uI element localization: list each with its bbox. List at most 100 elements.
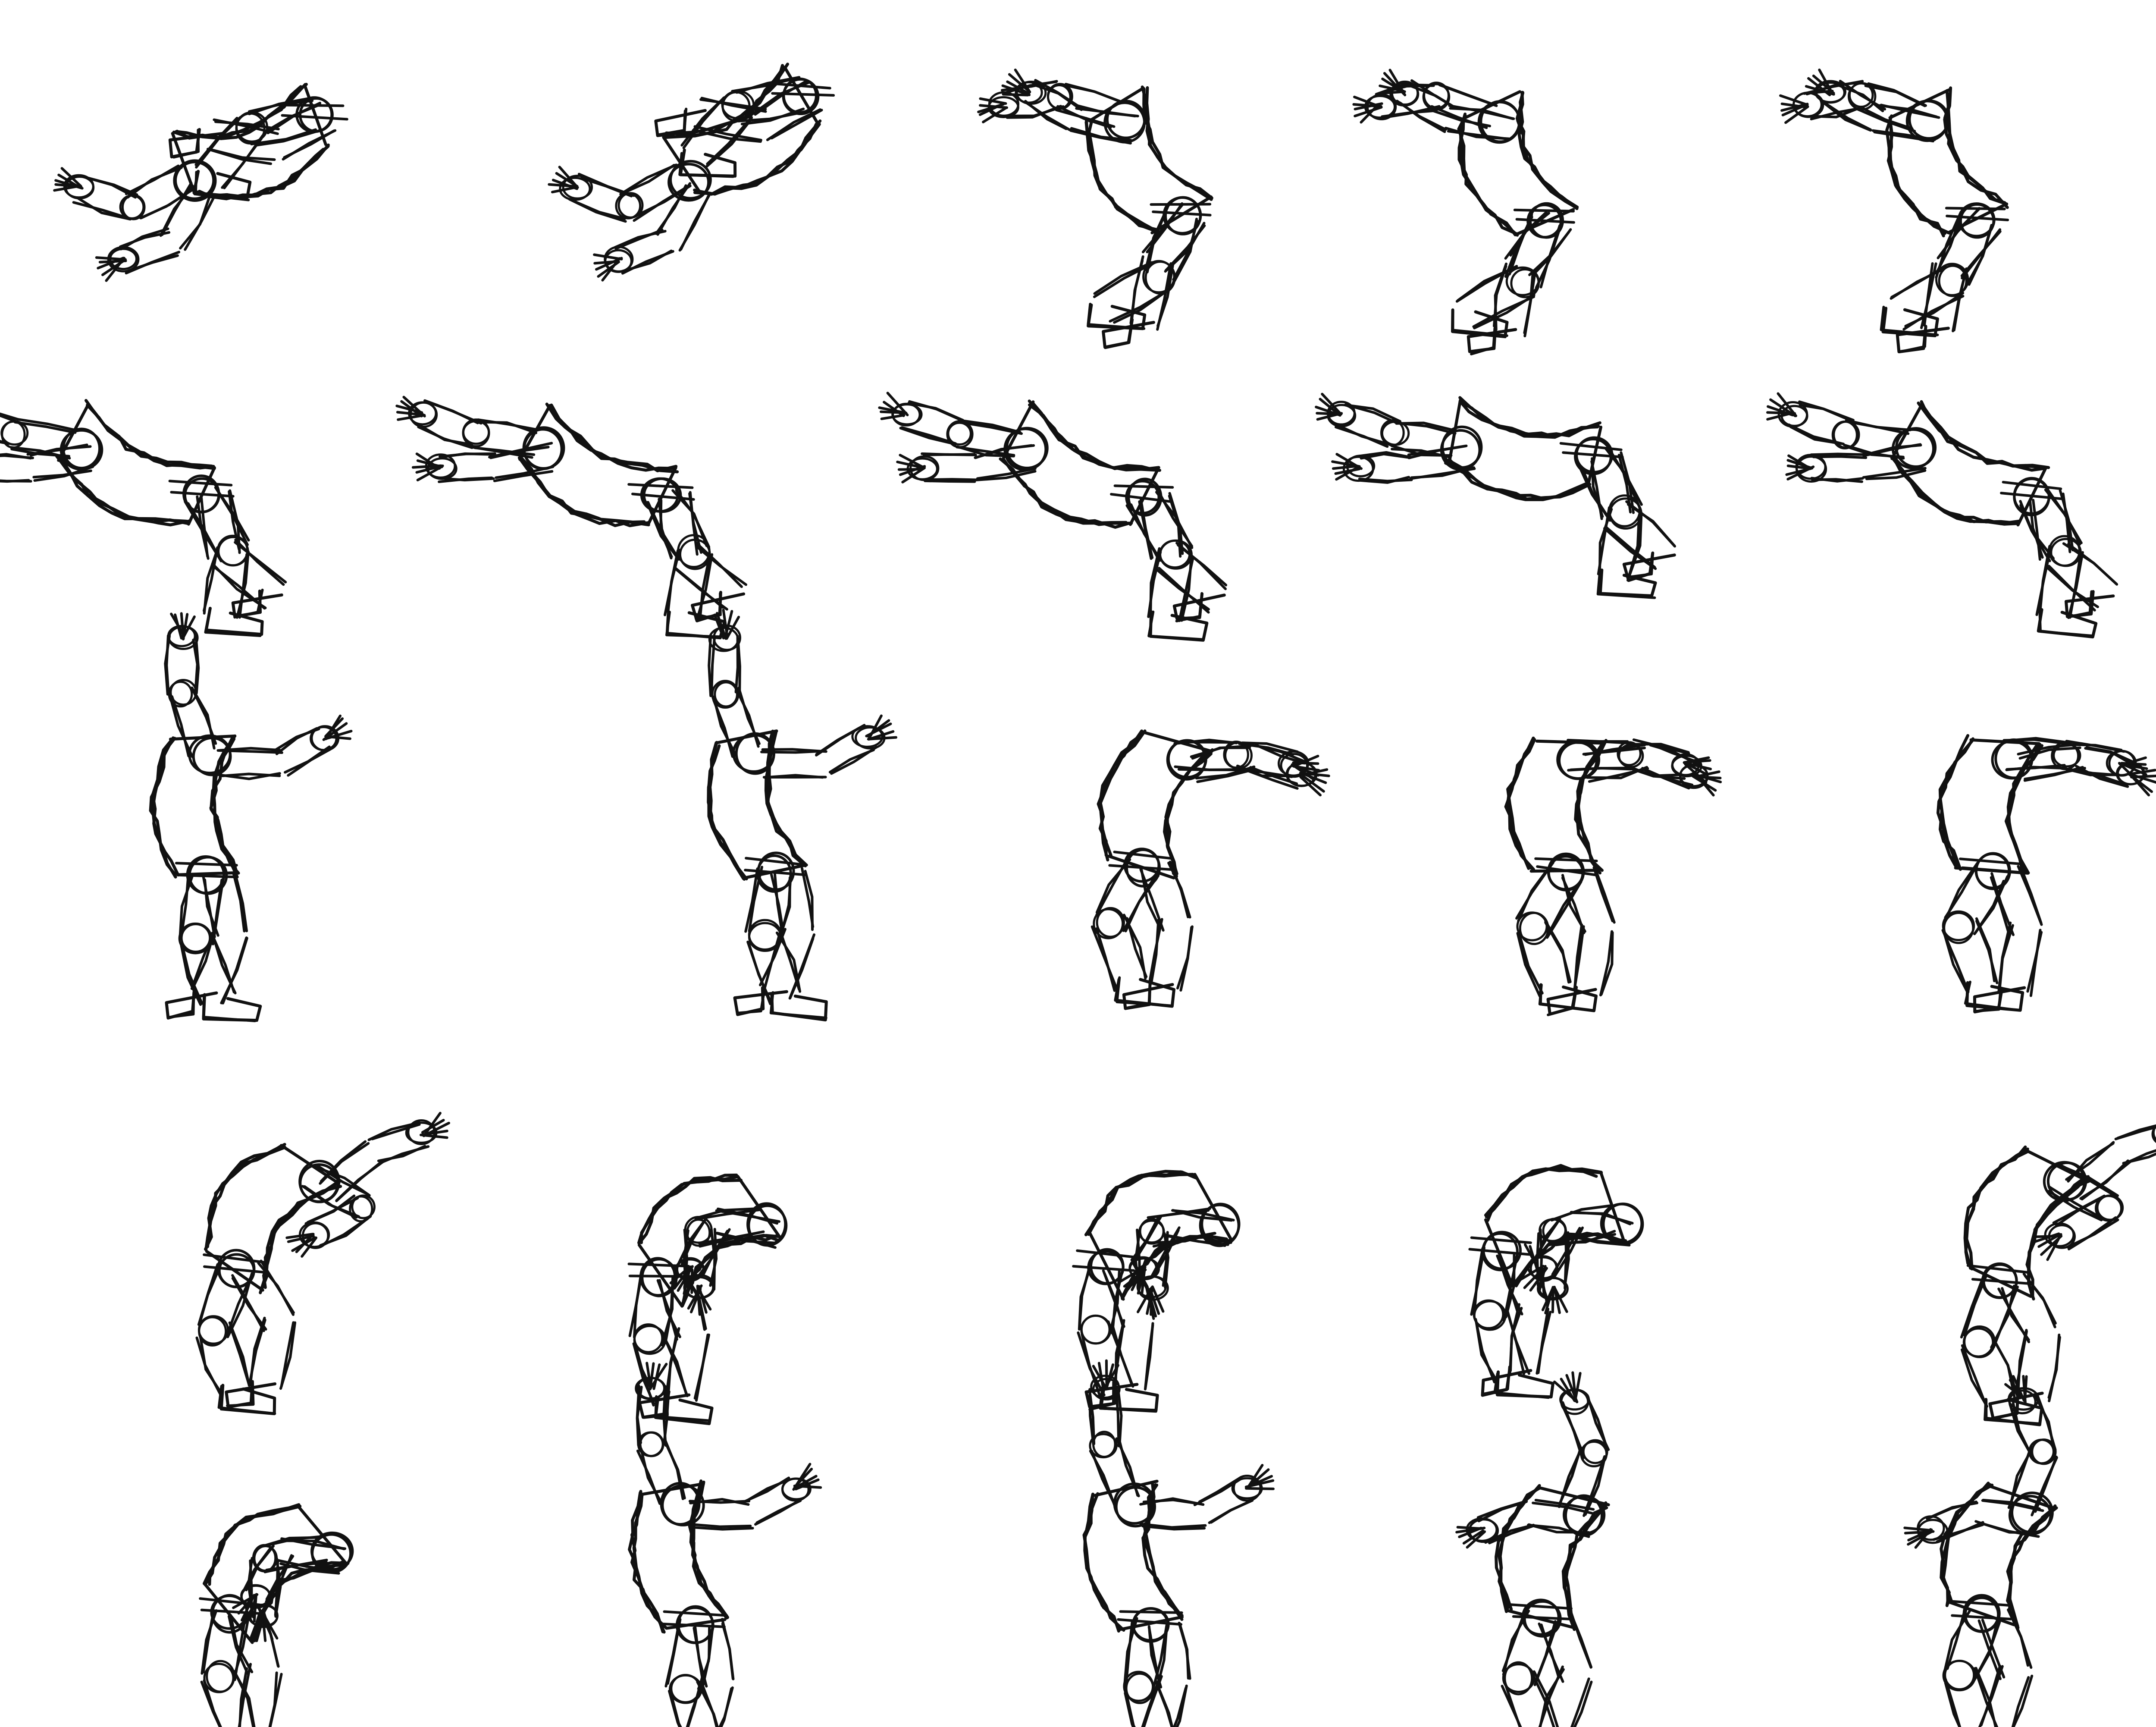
sketch-stroke bbox=[2124, 1146, 2156, 1163]
pose-frame-stand bbox=[73, 681, 375, 975]
pose-sketch bbox=[440, 336, 742, 630]
pose-frame-crouch bbox=[1427, 681, 1729, 975]
joint-circle bbox=[1993, 741, 2032, 779]
sketch-stroke bbox=[1145, 1323, 1153, 1389]
pose-sketch bbox=[1876, 1104, 2156, 1397]
pose-frame-hunch bbox=[116, 1432, 418, 1725]
sketch-stroke bbox=[1169, 863, 1190, 917]
sketch-stroke bbox=[1594, 866, 1614, 922]
pose-sketch bbox=[1005, 1104, 1307, 1397]
joint-circle bbox=[1382, 420, 1404, 445]
joint-circle bbox=[182, 924, 210, 952]
sketch-stroke bbox=[1029, 401, 1159, 469]
pose-frame-lean bbox=[129, 1104, 431, 1397]
sketch-stroke bbox=[2003, 482, 2061, 489]
joint-circle bbox=[61, 430, 102, 470]
pose-frame-stand bbox=[543, 1432, 845, 1725]
sketch-stroke bbox=[1977, 921, 1997, 983]
joint-circle bbox=[948, 423, 971, 444]
pose-sketch bbox=[543, 1432, 845, 1725]
pose-frame-leap bbox=[1363, 52, 1664, 345]
sketch-stroke bbox=[1873, 131, 1934, 140]
sketch-stroke bbox=[551, 406, 673, 470]
sketch-stroke bbox=[1472, 1238, 1531, 1243]
pose-sketch bbox=[1863, 681, 2156, 975]
sketch-stroke bbox=[213, 739, 237, 876]
sketch-stroke bbox=[830, 750, 874, 772]
joint-circle bbox=[1964, 1328, 1993, 1356]
sketch-stroke bbox=[1571, 1611, 1591, 1667]
sketch-stroke bbox=[1100, 731, 1142, 856]
sketch-stroke bbox=[1536, 859, 1596, 861]
sketch-stroke bbox=[34, 467, 93, 480]
pose-frame-stand bbox=[617, 681, 918, 975]
pose-sketch bbox=[923, 336, 1225, 630]
sketch-stroke bbox=[790, 935, 814, 999]
sketch-stroke bbox=[681, 193, 710, 249]
sketch-stroke bbox=[2025, 768, 2085, 779]
sketch-stroke bbox=[176, 863, 237, 865]
joint-circle bbox=[2097, 1196, 2123, 1220]
sketch-stroke bbox=[1144, 89, 1211, 199]
sketch-stroke bbox=[284, 105, 343, 106]
sketch-stroke bbox=[1460, 114, 1515, 235]
sketch-stroke bbox=[909, 402, 963, 421]
sketch-stroke bbox=[2049, 1335, 2059, 1397]
joint-circle bbox=[120, 195, 144, 218]
pose-sketch bbox=[0, 336, 280, 630]
sketch-stroke bbox=[1066, 84, 1121, 102]
pose-frame-hunch bbox=[552, 1104, 854, 1397]
sketch-stroke bbox=[684, 98, 724, 148]
pose-sketch bbox=[1363, 52, 1664, 345]
joint-circle bbox=[640, 1432, 663, 1456]
pose-sketch bbox=[1876, 1432, 2156, 1725]
pose-frame-reach bbox=[1427, 1432, 1729, 1725]
sketch-stroke bbox=[1086, 1174, 1193, 1235]
joint-circle bbox=[947, 421, 972, 447]
joint-circle bbox=[199, 1317, 226, 1346]
sketch-stroke bbox=[220, 748, 280, 750]
sketch-stroke bbox=[2049, 1337, 2060, 1401]
joint-circle bbox=[1048, 85, 1071, 108]
sketch-stroke bbox=[34, 471, 91, 477]
pose-frame-crouch bbox=[1863, 681, 2156, 975]
pose-frame-arch bbox=[1358, 336, 1660, 630]
joint-circle bbox=[1944, 913, 1973, 943]
pose-sketch bbox=[1789, 52, 2091, 345]
sketch-stroke bbox=[1097, 860, 1127, 915]
pose-frame-stand bbox=[996, 1432, 1298, 1725]
joint-circle bbox=[1907, 101, 1948, 141]
pose-sketch bbox=[1427, 1432, 1729, 1725]
sketch-stroke bbox=[1180, 1623, 1188, 1678]
sketch-stroke bbox=[1517, 219, 1574, 222]
sketch-stroke bbox=[2118, 1124, 2156, 1138]
sketch-stroke bbox=[373, 1124, 420, 1139]
sketch-stroke bbox=[2008, 1508, 2056, 1628]
sketch-stroke bbox=[702, 1682, 721, 1727]
sketch-stroke bbox=[755, 1501, 799, 1525]
pose-sketch bbox=[1035, 681, 1337, 975]
joint-circle bbox=[207, 1661, 234, 1692]
joint-circle bbox=[1943, 911, 1974, 940]
pose-sketch bbox=[129, 1104, 431, 1397]
pose-sketch bbox=[987, 52, 1289, 345]
pose-frame-arch bbox=[0, 336, 280, 630]
sketch-stroke bbox=[723, 1624, 733, 1679]
sketch-stroke bbox=[1952, 1616, 2011, 1619]
pose-sketch bbox=[73, 681, 375, 975]
sketch-stroke bbox=[1517, 92, 1576, 207]
pose-sketch bbox=[1358, 336, 1660, 630]
sketch-stroke bbox=[737, 988, 765, 1013]
joint-circle bbox=[2032, 1440, 2056, 1464]
pose-sketch bbox=[552, 1104, 854, 1397]
sketch-stroke bbox=[1938, 741, 1972, 867]
sketch-stroke bbox=[2069, 1218, 2115, 1249]
joint-circle bbox=[1081, 1316, 1111, 1344]
sketch-stroke bbox=[1519, 933, 1542, 993]
sketch-stroke bbox=[696, 1335, 708, 1400]
joint-circle bbox=[218, 536, 247, 565]
sketch-stroke bbox=[180, 194, 210, 248]
sketch-stroke bbox=[0, 480, 29, 482]
sketch-stroke bbox=[1940, 735, 1968, 869]
